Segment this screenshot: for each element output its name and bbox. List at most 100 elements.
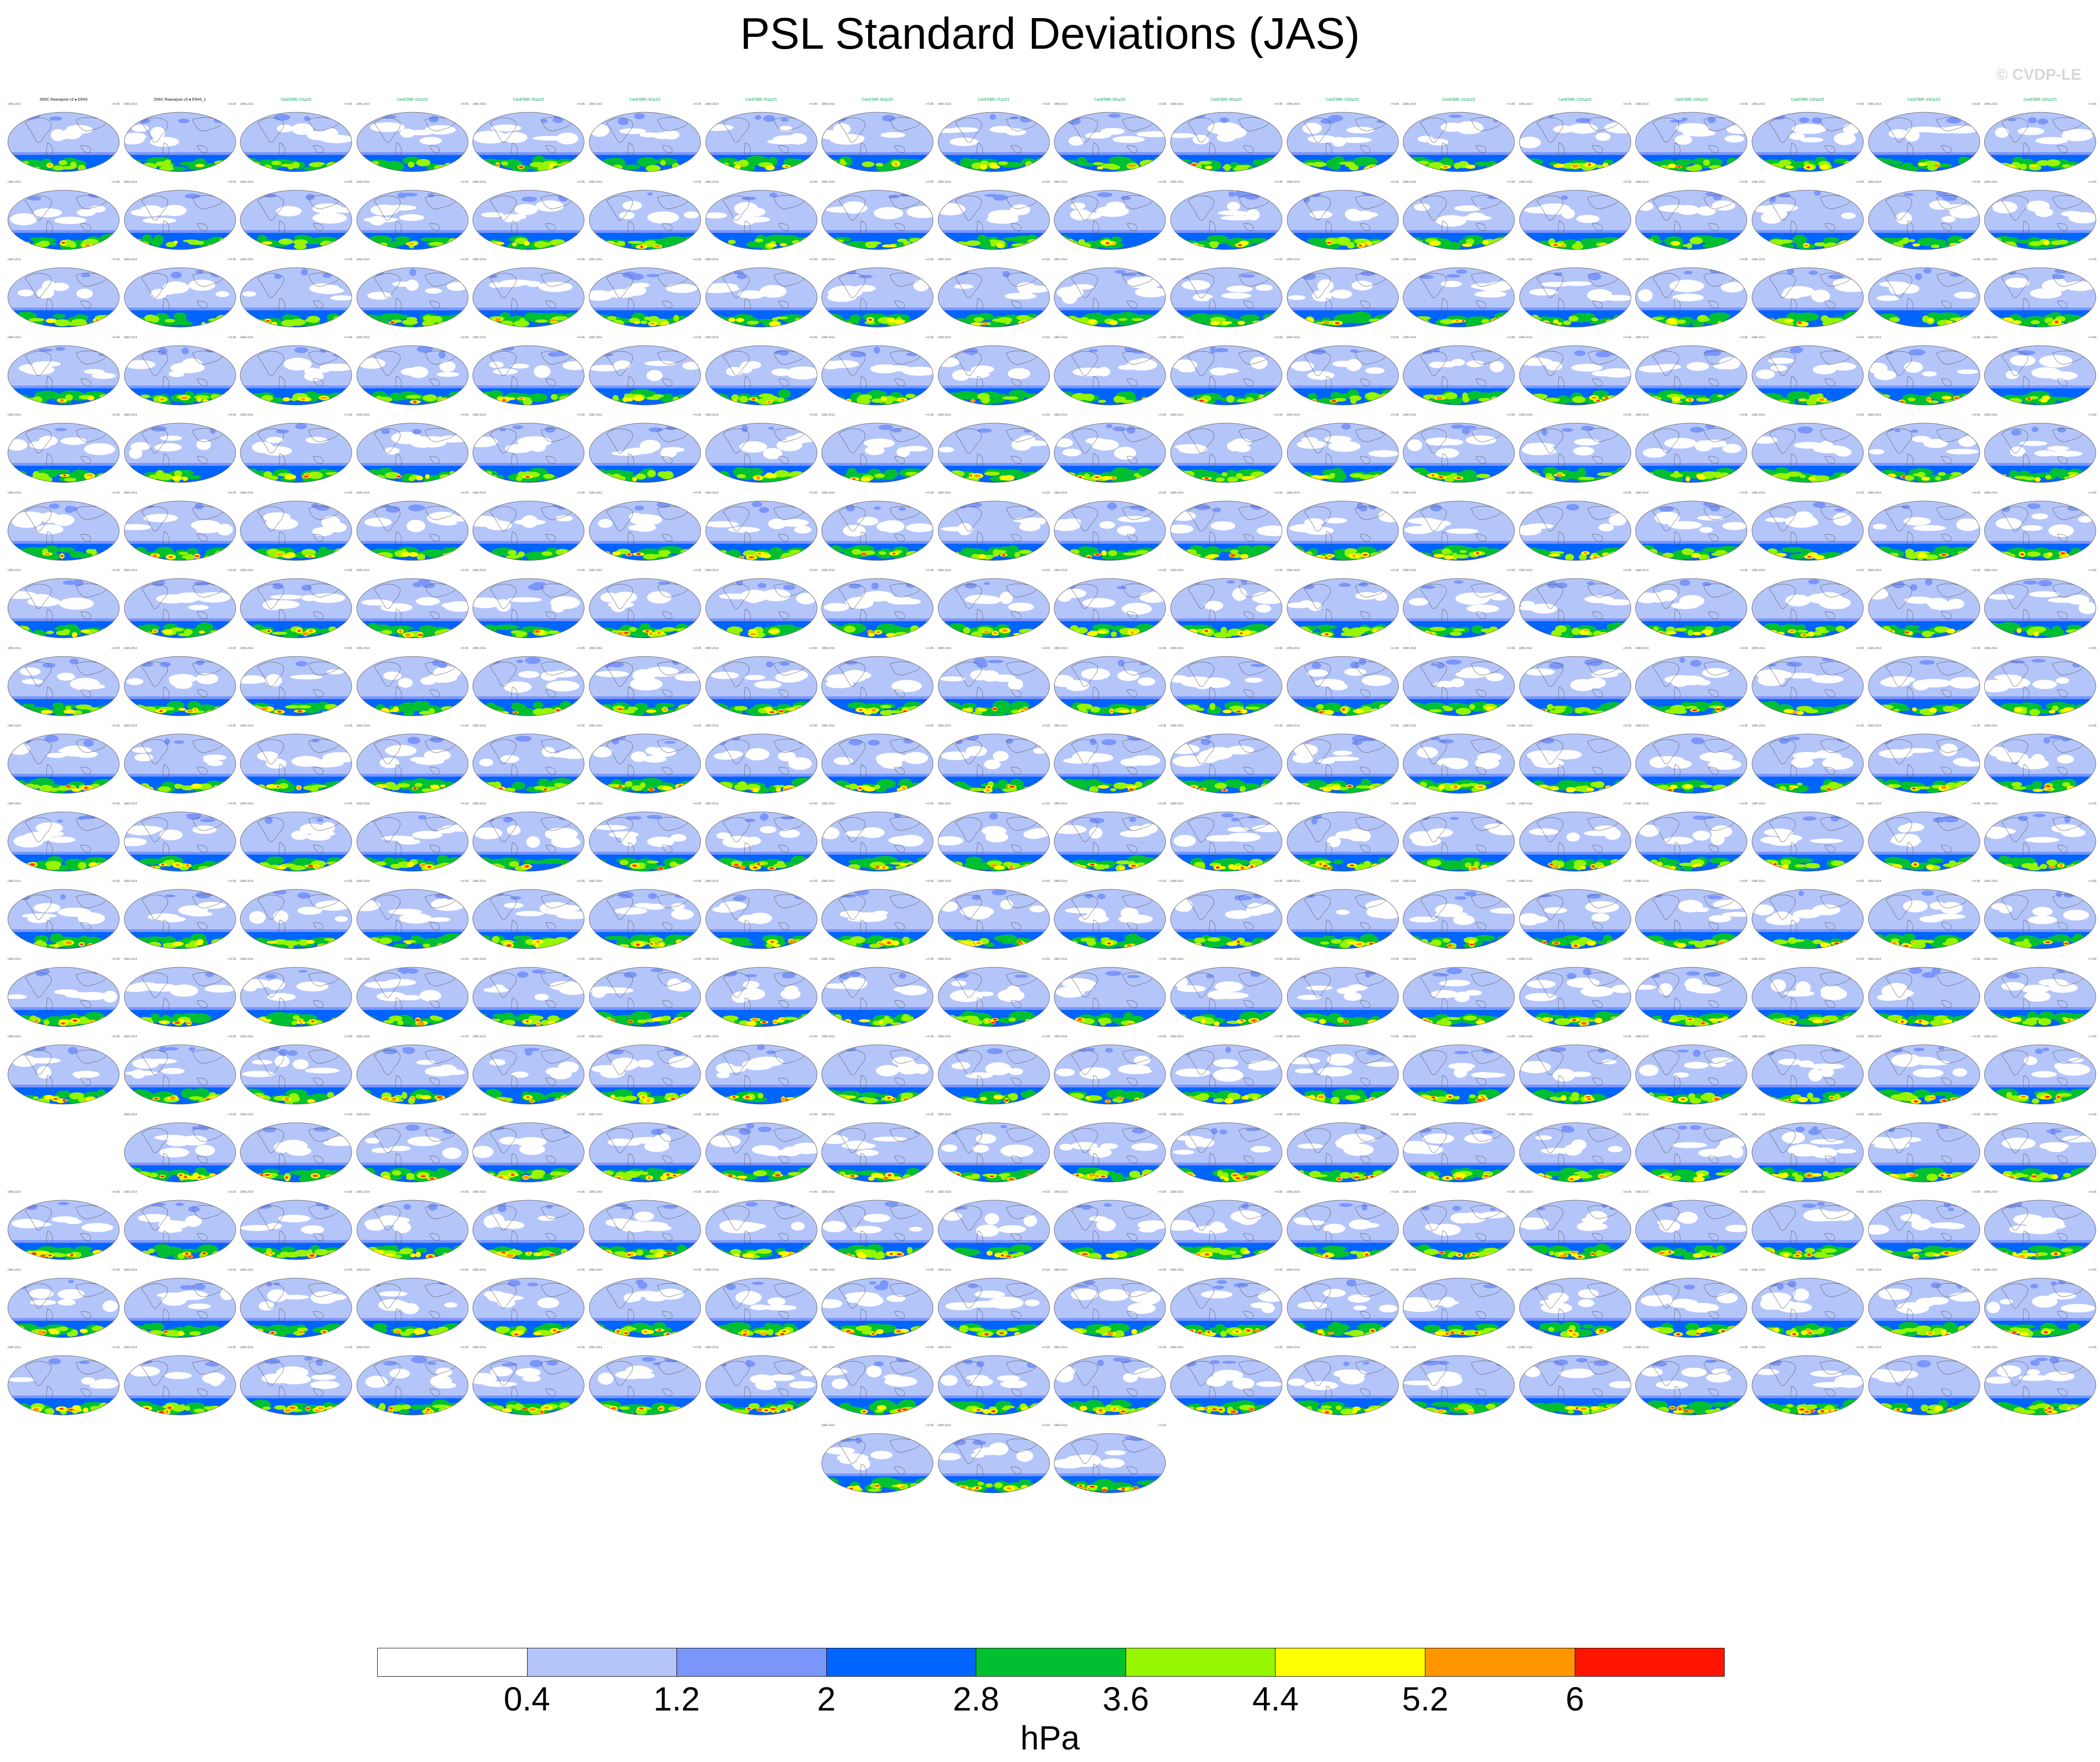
map-panel: 1980-2014 r=0.95	[1518, 1185, 1632, 1261]
map-panel: 1980-2014 r=0.95	[1983, 1263, 2097, 1339]
map-panel: CanESM5 r2i1p1f1 1980-2014 r=0.95	[355, 97, 470, 174]
panel-period: 1980-2014	[589, 180, 602, 184]
map-panel: 1980-2014 r=0.95	[1402, 1108, 1516, 1184]
panel-period: 1980-2014	[937, 880, 951, 883]
map-panel: 1980-2014 r=0.95	[1286, 642, 1400, 718]
panel-r-label: r=0.95	[111, 491, 120, 495]
world-map-icon	[1287, 811, 1399, 871]
world-map-icon	[1519, 501, 1631, 560]
world-map-icon	[240, 345, 352, 405]
panel-period: 1980-2014	[7, 647, 21, 650]
world-map-icon	[1519, 1200, 1631, 1260]
world-map-icon	[472, 345, 585, 405]
panel-period: 1980-2014	[821, 569, 835, 572]
panel-period: 1980-2014	[937, 1268, 951, 1272]
panel-r-label: r=0.95	[1739, 958, 1748, 961]
world-map-icon	[472, 811, 585, 871]
panel-r-label: r=0.95	[1623, 1346, 1631, 1349]
world-map-icon	[1403, 112, 1515, 172]
panel-r-label: r=0.95	[1391, 258, 1399, 261]
panel-period: 1980-2014	[1984, 958, 1997, 961]
map-panel: 1980-2014 r=0.95	[1983, 1030, 2097, 1106]
panel-r-label: r=0.95	[809, 725, 818, 727]
map-panel: 1980-2014 r=0.95	[820, 1341, 934, 1417]
world-map-icon	[705, 267, 818, 328]
panel-r-label: r=0.95	[1042, 802, 1050, 805]
panel-r-label: r=0.95	[344, 491, 353, 495]
panel-r-label: r=0.95	[1042, 569, 1050, 572]
panel-period: 1980-2014	[1868, 1268, 1881, 1272]
panel-r-label: r=0.95	[1274, 802, 1282, 805]
panel-r-label: r=0.95	[1972, 336, 1980, 339]
world-map-icon	[1519, 733, 1631, 794]
panel-period: 1980-2014	[705, 258, 719, 261]
map-panel: 1980-2014 r=0.95	[704, 1030, 818, 1106]
world-map-icon	[1403, 345, 1515, 405]
panel-period: 1980-2014	[705, 647, 719, 650]
world-map-icon	[7, 967, 120, 1027]
map-panel: 1980-2014 r=0.95	[1053, 408, 1167, 484]
colorbar-units: hPa	[1020, 1720, 1080, 1757]
panel-period: 1980-2014	[1403, 1113, 1416, 1116]
map-panel: 1980-2014 r=0.95	[588, 175, 702, 251]
panel-period: 1980-2014	[1519, 336, 1533, 339]
world-map-icon	[1519, 190, 1631, 250]
panel-r-label: r=0.95	[1507, 258, 1515, 261]
map-panel: 1980-2014 r=0.95	[1169, 1185, 1283, 1261]
world-map-icon	[1868, 1200, 1980, 1260]
panel-period: 1980-2014	[1519, 725, 1533, 727]
world-map-icon	[938, 190, 1050, 250]
panel-r-label: r=0.95	[809, 414, 818, 417]
panel-r-label: r=0.95	[2088, 1191, 2097, 1194]
map-panel: 1980-2014 r=0.95	[820, 253, 934, 329]
panel-r-label: r=0.95	[1274, 491, 1282, 495]
panel-r-label: r=0.95	[1391, 491, 1399, 495]
colorbar-tick-label: 0.4	[503, 1681, 550, 1718]
map-panel: CanESM5 r16i1p1f1 1980-2014 r=0.95	[1983, 97, 2097, 174]
map-panel: 1980-2014 r=0.95	[1053, 175, 1167, 251]
panel-r-label: r=0.95	[111, 880, 120, 883]
world-map-icon	[1287, 112, 1399, 172]
panel-r-label: r=0.95	[228, 880, 236, 883]
map-panel: 1980-2014 r=0.95	[1286, 175, 1400, 251]
panel-period: 1980-2014	[821, 491, 835, 495]
panel-period: 1980-2014	[1984, 258, 1997, 261]
map-panel: 1980-2014 r=0.95	[1634, 1185, 1748, 1261]
world-map-icon	[821, 889, 934, 949]
panel-period: 1980-2014	[123, 180, 137, 184]
world-map-icon	[7, 345, 120, 405]
map-panel: 1980-2014 r=0.95	[1751, 1185, 1865, 1261]
map-panel: 1980-2014 r=0.95	[704, 564, 818, 640]
panel-period: 1980-2014	[1286, 1346, 1300, 1349]
map-panel: 1980-2014 r=0.95	[1634, 564, 1748, 640]
map-panel: 1980-2014 r=0.95	[239, 875, 353, 951]
panel-period: 1980-2014	[1635, 1346, 1649, 1349]
world-map-icon	[1984, 1355, 2096, 1415]
panel-r-label: r=0.95	[1274, 1191, 1282, 1194]
map-panel: 1980-2014 r=0.95	[704, 875, 818, 951]
map-panel: 1980-2014 r=0.95	[1286, 1341, 1400, 1417]
world-map-icon	[1519, 423, 1631, 483]
panel-period: 1980-2014	[123, 414, 137, 417]
world-map-icon	[1170, 889, 1282, 949]
panel-r-label: r=0.95	[344, 180, 353, 184]
panel-period: 1980-2014	[821, 414, 835, 417]
panel-r-label: r=0.95	[693, 180, 701, 184]
map-panel: 1980-2014 r=0.95	[1053, 952, 1167, 1029]
world-map-icon	[1287, 345, 1399, 405]
panel-period: 1980-2014	[472, 180, 486, 184]
panel-r-label: r=0.95	[460, 103, 469, 106]
world-map-icon	[1403, 190, 1515, 250]
panel-r-label: r=0.95	[1158, 880, 1166, 883]
map-panel: CanESM5 r7i1p1f1 1980-2014 r=0.95	[937, 97, 1051, 174]
panel-period: 1980-2014	[1403, 414, 1416, 417]
map-panel: 1980-2014 r=0.95	[1983, 875, 2097, 951]
panel-r-label: r=0.95	[809, 180, 818, 184]
world-map-icon	[938, 578, 1050, 638]
world-map-icon	[1752, 1044, 1864, 1105]
world-map-icon	[705, 733, 818, 794]
panel-r-label: r=0.95	[1623, 1035, 1631, 1038]
map-panel: 1980-2014 r=0.95	[1634, 875, 1748, 951]
panel-r-label: r=0.95	[1274, 880, 1282, 883]
panel-r-label: r=0.95	[577, 103, 585, 106]
